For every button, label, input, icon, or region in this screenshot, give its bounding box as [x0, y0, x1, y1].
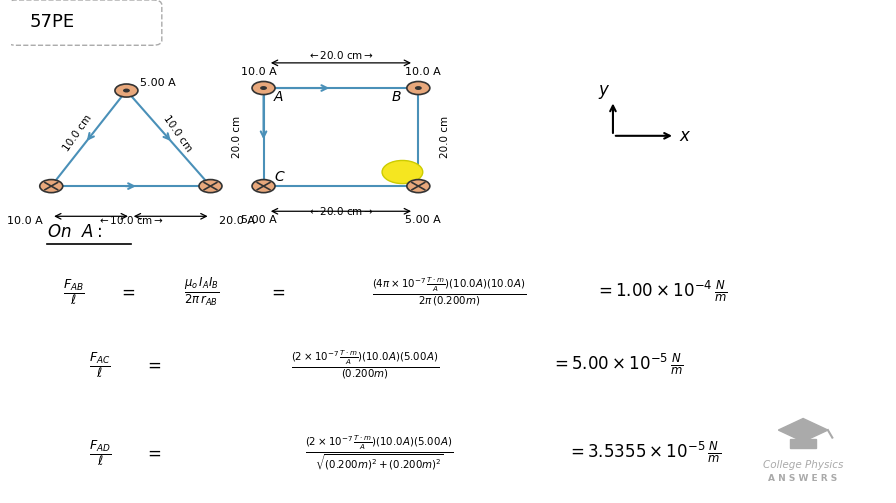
- Text: $=$: $=$: [144, 356, 161, 374]
- Text: $\frac{\mu_o\, I_A I_B}{2\pi\, r_{AB}}$: $\frac{\mu_o\, I_A I_B}{2\pi\, r_{AB}}$: [184, 276, 220, 308]
- Text: $=$: $=$: [144, 444, 161, 462]
- Text: 10.0 cm: 10.0 cm: [161, 113, 194, 153]
- Text: 20.0 cm: 20.0 cm: [440, 116, 450, 158]
- Circle shape: [115, 84, 138, 97]
- Circle shape: [123, 89, 130, 93]
- Text: 20.0 A: 20.0 A: [220, 216, 255, 226]
- Circle shape: [382, 160, 423, 184]
- Text: College Physics: College Physics: [762, 460, 843, 470]
- FancyBboxPatch shape: [7, 0, 162, 45]
- Circle shape: [39, 180, 63, 193]
- Text: $= 1.00\times10^{-4}\,\frac{N}{m}$: $= 1.00\times10^{-4}\,\frac{N}{m}$: [595, 279, 728, 304]
- Text: $\mathit{On\ \ A:}$: $\mathit{On\ \ A:}$: [47, 223, 101, 241]
- Circle shape: [199, 180, 222, 193]
- Bar: [790, 439, 816, 448]
- Text: A N S W E R S: A N S W E R S: [769, 474, 838, 483]
- Text: $=$: $=$: [117, 283, 135, 301]
- Circle shape: [407, 81, 430, 95]
- Text: $\leftarrow$20.0 cm$\rightarrow$: $\leftarrow$20.0 cm$\rightarrow$: [307, 205, 375, 217]
- Text: $\frac{(4\pi \times 10^{-7}\, \frac{T\cdot m}{A})(10.0A)(10.0A)}{2\pi\,(0.200m)}: $\frac{(4\pi \times 10^{-7}\, \frac{T\cd…: [372, 275, 526, 308]
- Text: C: C: [274, 170, 284, 184]
- Text: $\frac{F_{AB}}{\ell}$: $\frac{F_{AB}}{\ell}$: [63, 277, 84, 307]
- Text: $\frac{(2\times10^{-7}\, \frac{T\cdot m}{A})(10.0A)(5.00A)}{(0.200m)}$: $\frac{(2\times10^{-7}\, \frac{T\cdot m}…: [291, 348, 439, 381]
- Text: 10.0 cm: 10.0 cm: [62, 113, 94, 153]
- Circle shape: [252, 81, 275, 95]
- Text: 5.00 A: 5.00 A: [241, 215, 277, 225]
- Text: $\frac{F_{AD}}{\ell}$: $\frac{F_{AD}}{\ell}$: [89, 438, 111, 468]
- Text: $x$: $x$: [679, 127, 692, 145]
- Text: 57PE: 57PE: [30, 13, 74, 31]
- Text: $= 5.00\times10^{-5}\,\frac{N}{m}$: $= 5.00\times10^{-5}\,\frac{N}{m}$: [551, 352, 684, 377]
- Text: $=$: $=$: [268, 283, 286, 301]
- Text: 10.0 A: 10.0 A: [6, 216, 42, 226]
- Text: $\leftarrow$10.0 cm$\rightarrow$: $\leftarrow$10.0 cm$\rightarrow$: [98, 214, 165, 226]
- Polygon shape: [779, 418, 828, 442]
- Circle shape: [252, 180, 275, 193]
- Text: $\frac{(2\times10^{-7}\, \frac{T\cdot m}{A})(10.0A)(5.00A)}{\sqrt{(0.200m)^2+(0.: $\frac{(2\times10^{-7}\, \frac{T\cdot m}…: [305, 434, 452, 472]
- Text: B: B: [392, 90, 401, 104]
- Text: 5.00 A: 5.00 A: [405, 215, 441, 225]
- Text: 5.00 A: 5.00 A: [140, 78, 176, 88]
- Text: $= 3.5355\times10^{-5}\,\frac{N}{m}$: $= 3.5355\times10^{-5}\,\frac{N}{m}$: [567, 440, 721, 465]
- Text: $\frac{F_{AC}}{\ell}$: $\frac{F_{AC}}{\ell}$: [89, 350, 111, 380]
- Circle shape: [407, 180, 430, 193]
- Text: $y$: $y$: [598, 82, 610, 101]
- Text: 10.0 A: 10.0 A: [405, 67, 441, 77]
- Text: 10.0 A: 10.0 A: [241, 67, 277, 77]
- Text: $\leftarrow$20.0 cm$\rightarrow$: $\leftarrow$20.0 cm$\rightarrow$: [307, 49, 375, 61]
- Text: A: A: [274, 90, 284, 104]
- Circle shape: [260, 86, 267, 90]
- Circle shape: [415, 86, 422, 90]
- Text: 20.0 cm: 20.0 cm: [232, 116, 242, 158]
- Text: D: D: [392, 170, 402, 184]
